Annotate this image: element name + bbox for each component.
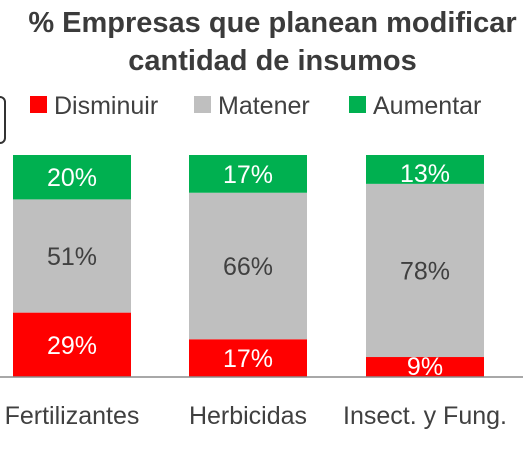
data-label-fertilizantes-matener: 51% <box>47 243 97 271</box>
data-label-insect-y-fung-matener: 78% <box>400 257 450 285</box>
category-label-herbicidas: Herbicidas <box>189 402 307 430</box>
legend-swatch-aumentar <box>349 96 366 113</box>
bar-herbicidas-matener <box>189 192 307 340</box>
bar-fertilizantes-matener <box>13 199 131 313</box>
legend-swatch-matener <box>194 96 211 113</box>
chart-title-line-1: % Empresas que planean modificar <box>28 7 517 39</box>
data-label-herbicidas-aumentar: 17% <box>223 161 273 189</box>
bar-herbicidas-aumentar <box>189 155 307 193</box>
bar-insect-y-fung-aumentar <box>366 155 484 184</box>
bar-insect-y-fung-matener <box>366 183 484 358</box>
data-label-herbicidas-disminuir: 17% <box>223 345 273 373</box>
data-label-herbicidas-matener: 66% <box>223 253 273 281</box>
bar-herbicidas-disminuir <box>189 339 307 377</box>
legend-label-disminuir: Disminuir <box>54 92 158 120</box>
data-label-fertilizantes-aumentar: 20% <box>47 164 97 192</box>
legend-label-matener: Matener <box>218 92 310 120</box>
chart-title-line-2: cantidad de insumos <box>128 45 417 77</box>
data-label-insect-y-fung-aumentar: 13% <box>400 160 450 188</box>
legend-frame-edge <box>0 96 6 144</box>
bar-fertilizantes-aumentar <box>13 155 131 200</box>
chart-title: % Empresas que planean modificar cantida… <box>0 4 523 80</box>
category-label-insect-y-fung: Insect. y Fung. <box>343 402 507 430</box>
bar-fertilizantes-disminuir <box>13 312 131 377</box>
legend-label-aumentar: Aumentar <box>373 92 481 120</box>
data-label-fertilizantes-disminuir: 29% <box>47 332 97 360</box>
bar-insect-y-fung-disminuir <box>366 357 484 377</box>
category-label-fertilizantes: Fertilizantes <box>5 402 140 430</box>
legend-swatch-disminuir <box>30 96 47 113</box>
